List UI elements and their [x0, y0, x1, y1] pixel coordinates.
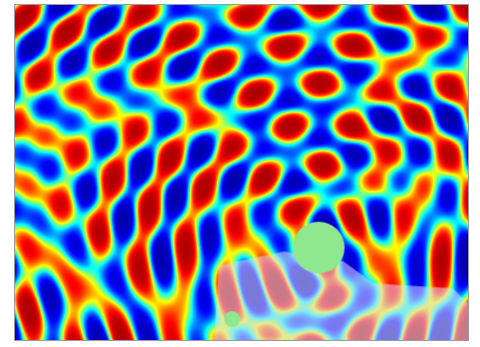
wave-field-image [14, 4, 469, 341]
wave-field-canvas [15, 5, 468, 340]
